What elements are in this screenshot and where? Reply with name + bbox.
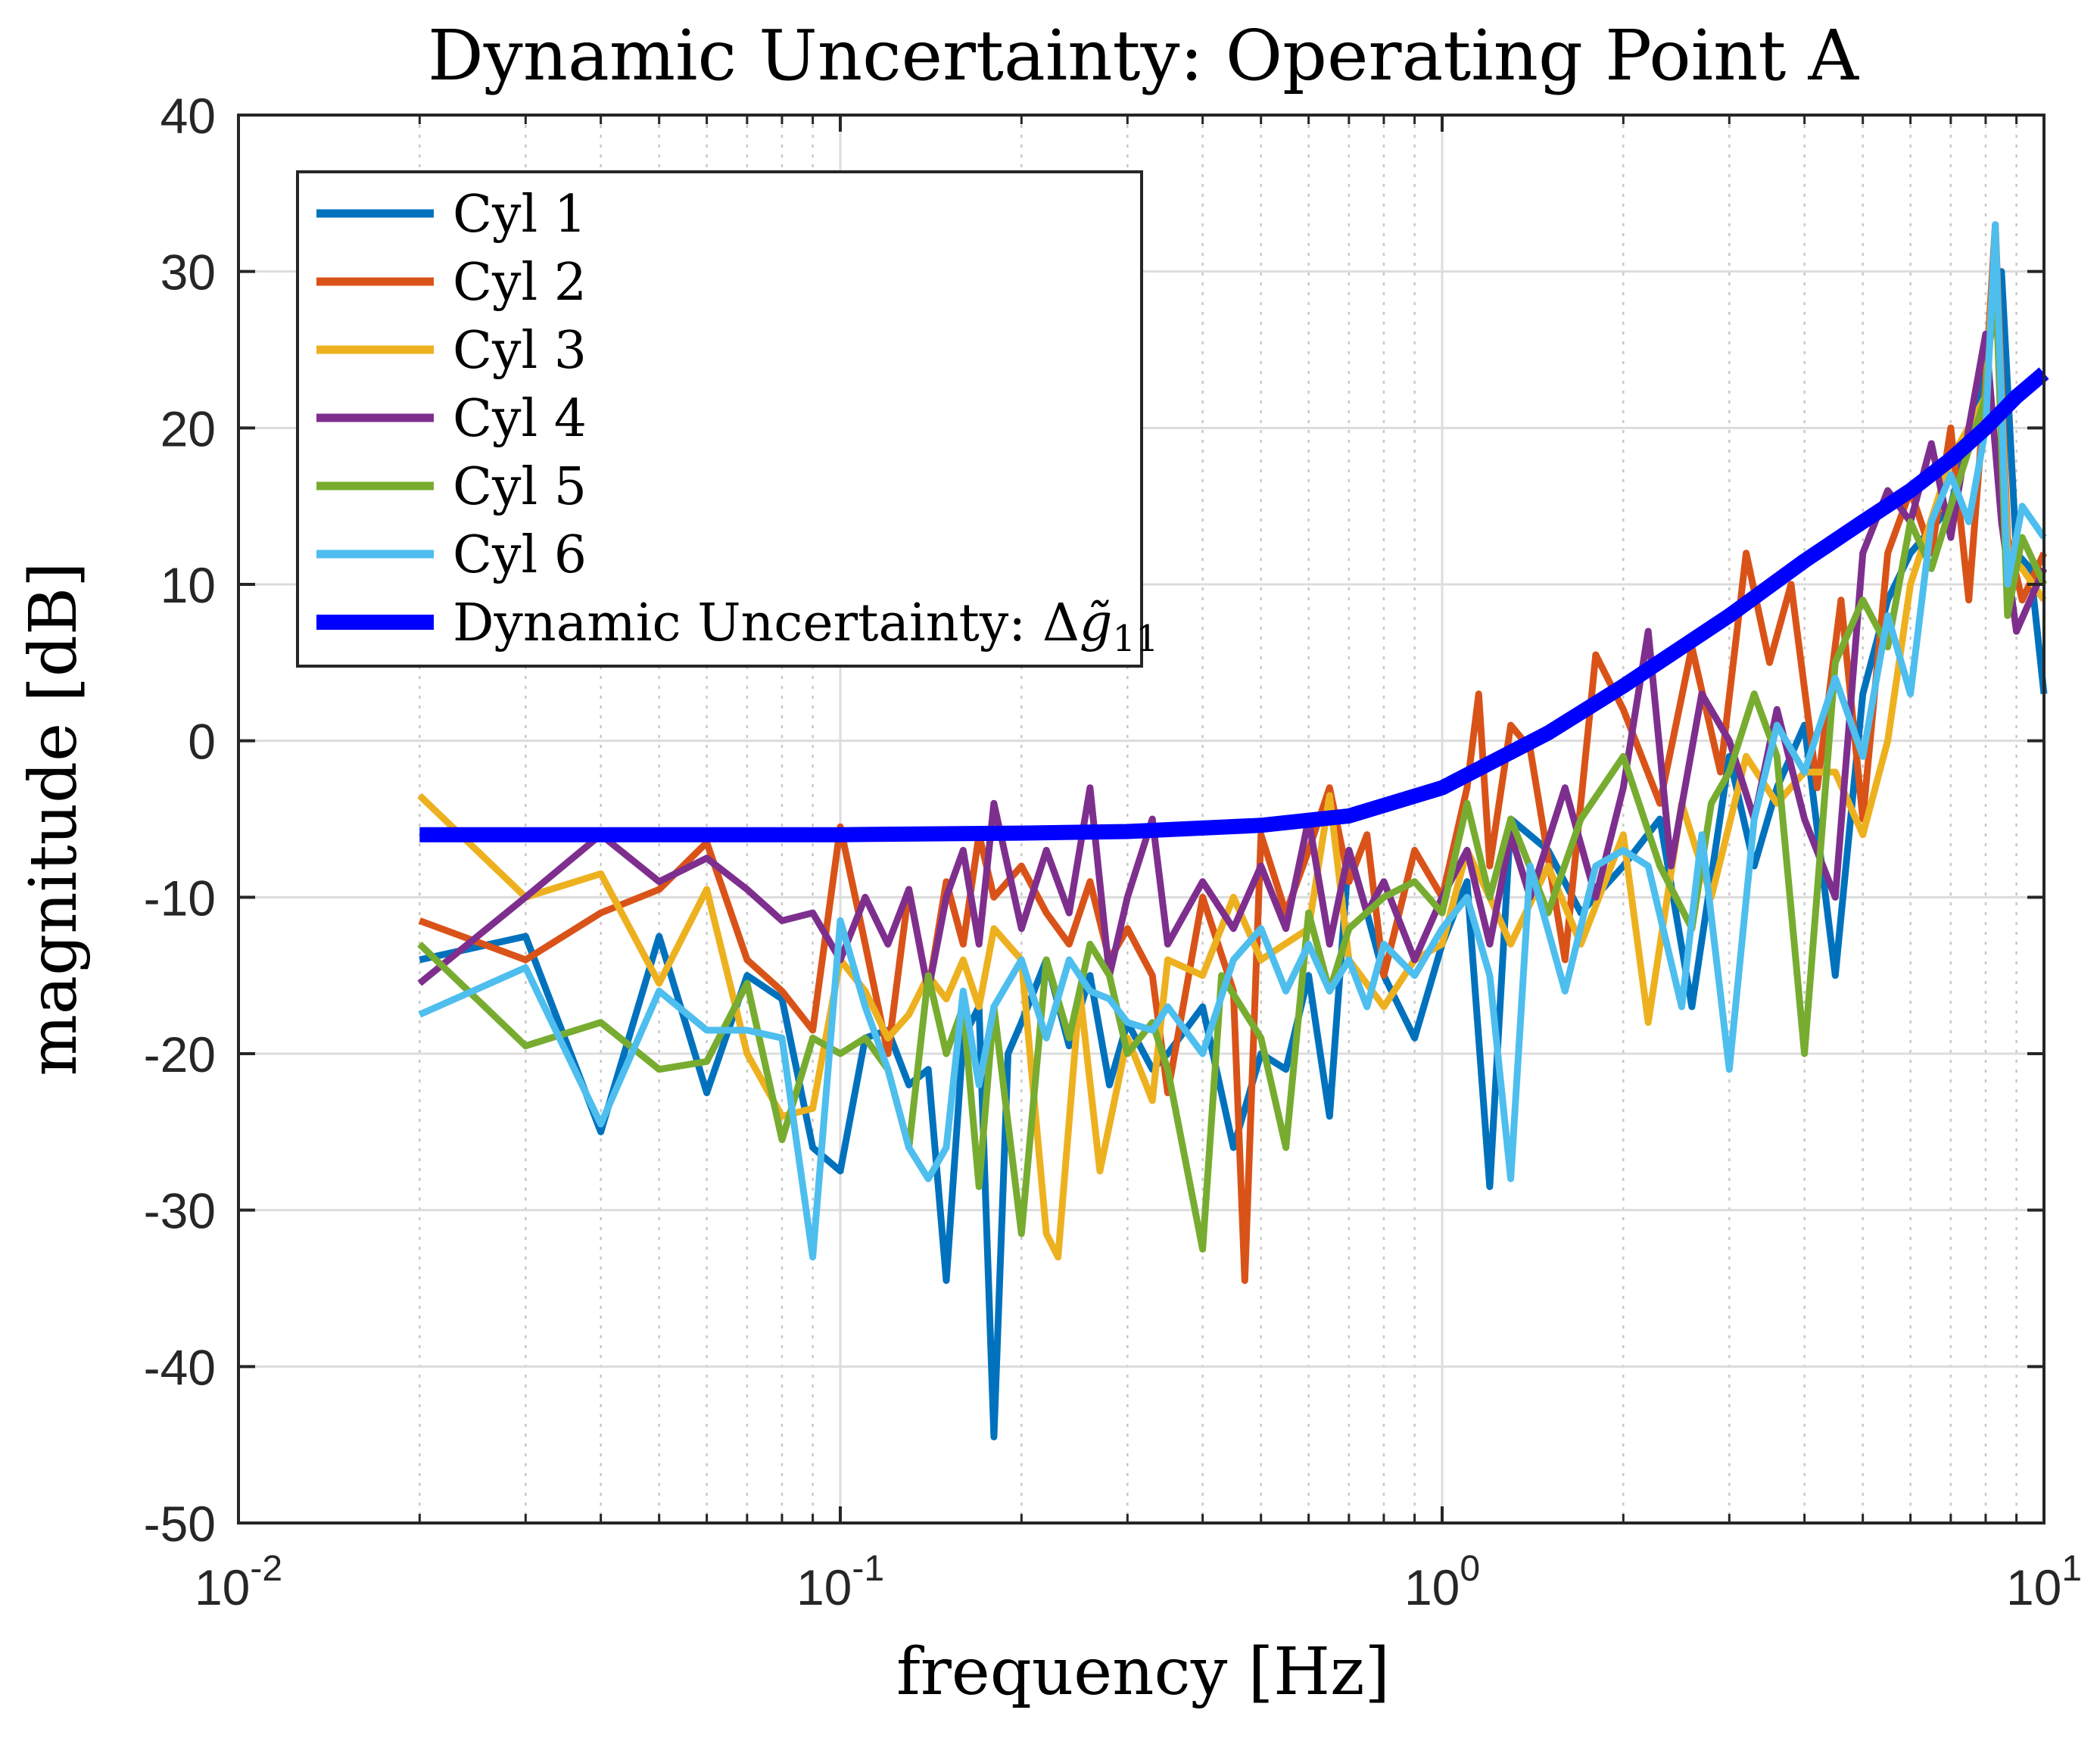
legend-label-1: Cyl 1 (453, 185, 587, 244)
legend-label-5: Cyl 5 (453, 457, 587, 517)
y-tick-label: -40 (144, 1339, 216, 1395)
series-line-cyl-5 (417, 268, 2048, 1253)
series-layer (417, 221, 2049, 1440)
y-tick-label: -30 (144, 1183, 216, 1239)
x-axis-label: frequency [Hz] (896, 1634, 1390, 1710)
x-tick-label: 10-1 (796, 1549, 884, 1615)
legend: Cyl 1 Cyl 2 Cyl 3 Cyl 4 Cyl 5 Cyl 6 Dynamic Un… (296, 170, 1159, 668)
x-tick-label: 10-2 (195, 1549, 282, 1615)
y-tick-label: -20 (144, 1026, 216, 1082)
y-tick-label: 20 (160, 400, 216, 456)
y-axis-label: magnitude [dB] (16, 562, 92, 1076)
y-tick-label: -50 (144, 1496, 216, 1552)
series-line-cyl-4 (417, 330, 2048, 995)
series-line-cyl-3 (417, 236, 2047, 1261)
y-tick-label: 0 (188, 714, 216, 770)
legend-label-4: Cyl 4 (453, 389, 587, 449)
uncertainty-bound-line (419, 367, 2049, 842)
y-tick-label: 40 (160, 88, 216, 144)
legend-box (296, 170, 1143, 668)
axes-box (237, 114, 2045, 1525)
legend-label-2: Cyl 2 (453, 253, 587, 313)
y-tick-label: 10 (160, 557, 216, 613)
legend-label-6: Cyl 6 (453, 525, 587, 585)
series-line-cyl-6 (418, 221, 2047, 1261)
x-tick-label: 101 (2006, 1549, 2082, 1615)
x-tick-label: 100 (1404, 1549, 1480, 1615)
legend-label-3: Cyl 3 (453, 321, 587, 381)
legend-label-7: Dynamic Uncertainty: Δg̃11 (453, 593, 1159, 660)
chart-title: Dynamic Uncertainty: Operating Point A (428, 15, 1860, 96)
y-tick-label: -10 (144, 870, 216, 926)
y-tick-label: 30 (160, 244, 216, 301)
